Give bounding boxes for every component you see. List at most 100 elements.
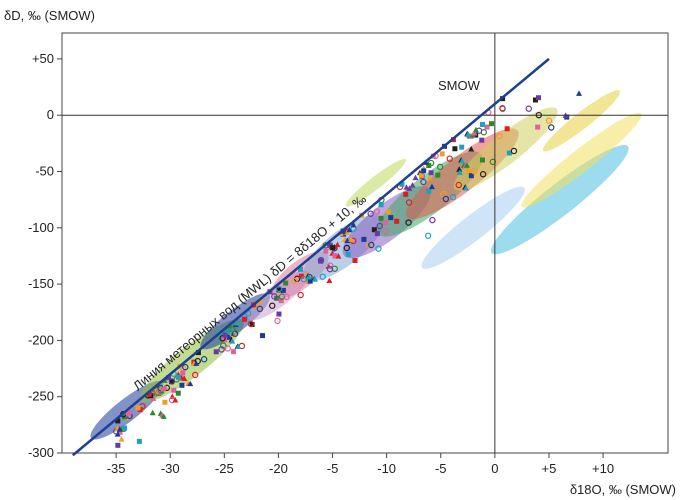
data-point (435, 172, 441, 178)
data-point (330, 245, 336, 251)
y-tick-label: -300 (28, 445, 54, 460)
data-point (350, 221, 357, 228)
data-point (193, 360, 200, 366)
data-point (300, 276, 308, 283)
data-point (220, 342, 227, 349)
y-tick-label: -100 (28, 220, 54, 235)
data-point (226, 324, 232, 330)
data-point (343, 244, 351, 252)
data-point (418, 172, 424, 178)
data-point (169, 379, 175, 385)
data-point (468, 173, 474, 179)
data-point (343, 228, 349, 234)
data-point (545, 117, 553, 124)
data-points (112, 90, 583, 448)
data-point (323, 248, 329, 254)
data-point (439, 151, 445, 157)
x-tick-label: -30 (161, 461, 180, 476)
data-point (489, 121, 495, 127)
x-tick-label: 0 (491, 461, 498, 476)
data-point (548, 124, 555, 131)
data-point (378, 202, 384, 208)
data-point (479, 137, 485, 143)
data-point (326, 265, 334, 273)
data-point (283, 280, 289, 286)
data-point (307, 278, 313, 284)
data-point (160, 413, 167, 419)
data-point (257, 298, 263, 304)
data-point (318, 258, 324, 264)
data-point (317, 256, 325, 264)
data-point (426, 188, 432, 194)
data-point (368, 241, 375, 249)
y-tick-label: -150 (28, 276, 54, 291)
x-tick-label: -5 (327, 461, 339, 476)
data-point (424, 232, 432, 239)
data-point (291, 277, 298, 285)
data-point (376, 222, 383, 230)
data-point (335, 253, 342, 259)
data-point (345, 251, 351, 257)
y-tick-label: -50 (35, 163, 54, 178)
data-point (446, 155, 453, 162)
data-point (182, 363, 189, 371)
data-point (576, 90, 583, 96)
data-point (326, 262, 334, 269)
data-point (136, 438, 142, 444)
data-point (403, 191, 409, 197)
data-point (532, 97, 538, 103)
data-point (471, 168, 478, 175)
data-point (195, 350, 201, 356)
data-point (409, 182, 416, 188)
data-point (168, 378, 176, 385)
data-point (535, 124, 541, 130)
data-point (406, 185, 413, 191)
isotope-field-11 (490, 144, 629, 255)
data-point (325, 263, 332, 269)
data-point (298, 273, 304, 279)
data-point (472, 126, 479, 133)
data-point (275, 285, 283, 293)
data-point (428, 170, 434, 176)
data-point (227, 334, 233, 340)
y-tick-label: -200 (28, 332, 54, 347)
data-point (382, 228, 390, 235)
data-point (224, 345, 231, 352)
data-point (510, 147, 518, 155)
data-point (375, 245, 382, 252)
data-point (506, 150, 512, 156)
data-point (429, 216, 436, 224)
data-point (394, 218, 400, 224)
data-point (175, 374, 181, 380)
data-point (536, 95, 542, 101)
data-point (504, 126, 510, 132)
data-point (249, 321, 255, 327)
data-point (489, 158, 497, 166)
data-point (114, 431, 121, 437)
data-point (346, 226, 353, 233)
data-point (378, 215, 384, 221)
data-point (222, 332, 228, 338)
data-point (455, 181, 462, 189)
data-point (116, 426, 123, 432)
isotope-field-12 (421, 186, 525, 269)
smow-label: SMOW (438, 78, 481, 93)
data-point (462, 185, 469, 191)
data-point (219, 335, 226, 342)
y-tick-label: +50 (32, 51, 54, 66)
data-point (175, 390, 181, 396)
data-point (305, 273, 312, 280)
data-point (242, 316, 248, 322)
x-tick-label: -10 (377, 461, 396, 476)
meteoric-water-line (72, 57, 550, 457)
x-tick-label: -20 (269, 461, 288, 476)
data-point (162, 399, 168, 405)
data-point (135, 405, 141, 411)
data-point (399, 181, 405, 187)
data-point (213, 349, 219, 355)
data-point (463, 162, 470, 168)
data-point (496, 132, 503, 140)
data-point (278, 298, 284, 304)
data-point (361, 236, 367, 242)
data-point (480, 121, 486, 127)
